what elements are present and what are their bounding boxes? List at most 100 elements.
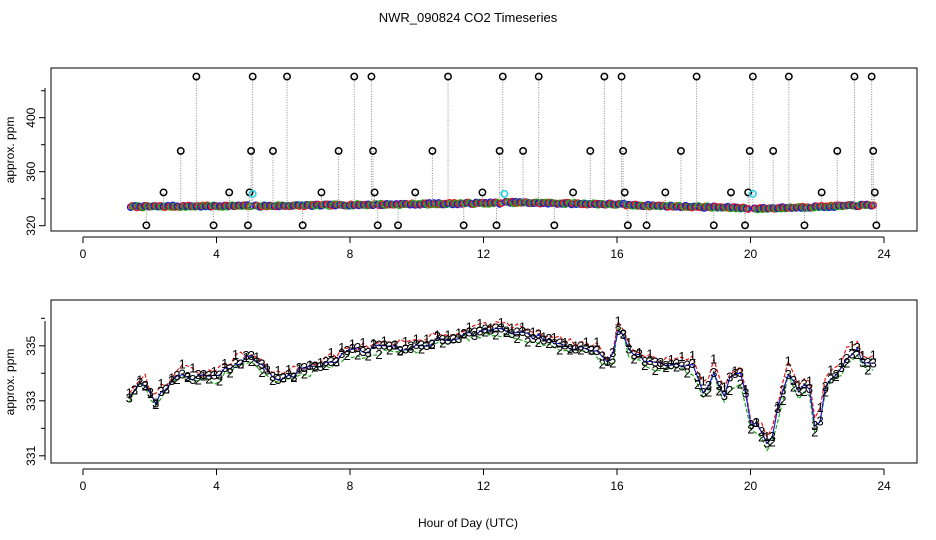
- series-mark-2: 2: [588, 343, 595, 358]
- series-mark-1: 1: [189, 360, 196, 375]
- series-mark-3: 3: [769, 429, 776, 444]
- series-mark-3: 3: [795, 384, 802, 399]
- series-mark-3: 3: [163, 381, 170, 396]
- series-mark-3: 3: [758, 424, 765, 439]
- series-mark-2: 2: [535, 335, 542, 350]
- calibration-point: [373, 221, 382, 230]
- series-mark-2: 2: [832, 369, 839, 384]
- top-y-axis-label: approx. ppm: [3, 117, 17, 184]
- series-mark-2: 2: [630, 352, 637, 367]
- series-mark-2: 2: [822, 385, 829, 400]
- series-mark-2: 2: [545, 336, 552, 351]
- calibration-point: [619, 146, 628, 155]
- series-mark-2: 2: [715, 384, 722, 399]
- series-mark-3: 3: [434, 329, 441, 344]
- series-mark-3: 3: [349, 341, 356, 356]
- series-mark-1: 1: [816, 400, 823, 415]
- top-x-tick-label: 20: [744, 247, 758, 261]
- series-mark-2: 2: [790, 379, 797, 394]
- series-mark-3: 3: [242, 348, 249, 363]
- series-mark-1: 1: [636, 345, 643, 360]
- series-mark-3: 3: [391, 338, 398, 353]
- series-mark-1: 1: [870, 348, 877, 363]
- series-mark-3: 3: [561, 338, 568, 353]
- bottom-y-tick-label: 335: [24, 335, 38, 355]
- series-mark-3: 3: [460, 326, 467, 341]
- series-mark-1: 1: [742, 382, 749, 397]
- series-mark-3: 3: [306, 358, 313, 373]
- series-mark-3: 3: [370, 337, 377, 352]
- series-mark-1: 1: [136, 372, 143, 387]
- series-mark-1: 1: [657, 357, 664, 372]
- calibration-point: [784, 72, 793, 81]
- series-mark-3: 3: [487, 323, 494, 338]
- calibration-point: [459, 221, 468, 230]
- series-mark-1: 1: [646, 346, 653, 361]
- series-mark-2: 2: [513, 331, 520, 346]
- series-mark-2: 2: [652, 363, 659, 378]
- series-mark-3: 3: [535, 327, 542, 342]
- series-mark-2: 2: [428, 337, 435, 352]
- series-mark-1: 1: [561, 335, 568, 350]
- series-mark-2: 2: [439, 336, 446, 351]
- calibration-point: [748, 72, 757, 81]
- series-mark-2: 2: [843, 355, 850, 370]
- series-mark-1: 1: [572, 339, 579, 354]
- cyan-marker: [748, 189, 757, 198]
- calibration-point: [298, 221, 307, 230]
- calibration-point: [192, 72, 201, 81]
- top-x-tick-label: 16: [610, 247, 624, 261]
- series-mark-2: 2: [800, 384, 807, 399]
- calibration-point: [492, 221, 501, 230]
- series-mark-1: 1: [848, 338, 855, 353]
- series-mark-1: 1: [168, 370, 175, 385]
- series-mark-3: 3: [673, 356, 680, 371]
- series-mark-3: 3: [822, 379, 829, 394]
- series-mark-3: 3: [136, 375, 143, 390]
- top-x-tick-label: 24: [877, 247, 891, 261]
- top-x-tick-label: 8: [347, 247, 354, 261]
- series-mark-2: 2: [248, 354, 255, 369]
- series-mark-1: 1: [349, 337, 356, 352]
- bottom-panel-frame: [50, 299, 918, 464]
- series-mark-1: 1: [700, 374, 707, 389]
- series-mark-3: 3: [354, 340, 361, 355]
- series-mark-1: 1: [838, 355, 845, 370]
- top-y-tick-label: 320: [24, 215, 38, 235]
- series-mark-1: 1: [806, 374, 813, 389]
- series-mark-2: 2: [737, 376, 744, 391]
- series-mark-1: 1: [753, 415, 760, 430]
- series-mark-1: 1: [296, 362, 303, 377]
- series-mark-3: 3: [785, 367, 792, 382]
- calibration-point: [519, 146, 528, 155]
- series-mark-2: 2: [556, 342, 563, 357]
- bottom-x-tick-label: 12: [477, 479, 491, 493]
- series-mark-3: 3: [800, 377, 807, 392]
- series-mark-3: 3: [296, 360, 303, 375]
- series-mark-1: 1: [795, 377, 802, 392]
- series-mark-2: 2: [343, 348, 350, 363]
- series-mark-2: 2: [694, 377, 701, 392]
- calibration-point: [744, 188, 753, 197]
- series-mark-3: 3: [838, 360, 845, 375]
- series-mark-3: 3: [407, 341, 414, 356]
- series-mark-3: 3: [423, 338, 430, 353]
- series-mark-3: 3: [285, 367, 292, 382]
- series-mark-1: 1: [306, 358, 313, 373]
- calibration-point: [745, 146, 754, 155]
- series-mark-3: 3: [498, 321, 505, 336]
- series-mark-3: 3: [216, 367, 223, 382]
- series-mark-1: 1: [211, 364, 218, 379]
- calibration-point: [209, 221, 218, 230]
- calibration-point: [317, 188, 326, 197]
- calibration-point: [248, 72, 257, 81]
- series-mark-1: 1: [157, 376, 164, 391]
- calibration-point: [817, 188, 826, 197]
- series-mark-2: 2: [141, 379, 148, 394]
- series-mark-2: 2: [152, 397, 159, 412]
- series-mark-1: 1: [242, 350, 249, 365]
- series-mark-2: 2: [216, 374, 223, 389]
- series-mark-1: 1: [317, 355, 324, 370]
- series-mark-3: 3: [604, 354, 611, 369]
- series-mark-2: 2: [269, 373, 276, 388]
